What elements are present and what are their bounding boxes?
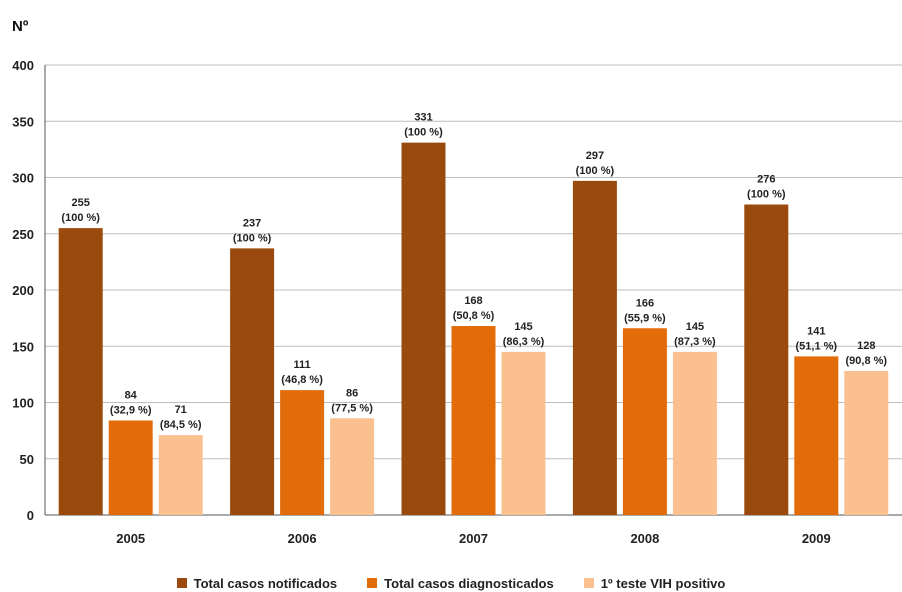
legend: Total casos notificados Total casos diagn… (0, 574, 902, 592)
bar-percent-label: (87,3 %) (674, 336, 716, 348)
bar (572, 180, 617, 515)
bar (401, 142, 446, 515)
bar-chart: Nº 0 50 100 150 200 250 300 350 400 255 (100 %) 84… (12, 18, 902, 546)
bar-percent-label: (50,8 %) (453, 310, 495, 322)
y-axis-symbol: Nº (12, 18, 29, 35)
bar-value-label: 166 (636, 297, 654, 309)
bar-value-label: 71 (175, 404, 187, 416)
bar (280, 390, 325, 515)
bar-value-label: 141 (807, 325, 825, 337)
bar-value-label: 297 (586, 150, 604, 162)
bars-group (58, 142, 889, 515)
y-tick-label: 250 (12, 227, 34, 242)
bar-value-label: 237 (243, 217, 261, 229)
bar-percent-label: (100 %) (233, 232, 272, 244)
bar-percent-label: (100 %) (747, 189, 786, 201)
bar-value-label: 145 (686, 321, 704, 333)
y-axis-ticks: 0 50 100 150 200 250 300 350 400 (12, 58, 34, 523)
bar-value-label: 276 (757, 174, 775, 186)
bar (622, 328, 667, 515)
bar-value-label: 145 (514, 321, 532, 333)
bar (108, 420, 153, 515)
legend-label: Total casos notificados (193, 575, 338, 591)
bar-value-label: 168 (464, 295, 482, 307)
bar-percent-label: (100 %) (576, 165, 615, 177)
bar-percent-label: (84,5 %) (160, 419, 202, 431)
x-tick-label: 2009 (802, 531, 831, 546)
bar-percent-label: (100 %) (404, 127, 443, 139)
legend-swatch (176, 578, 187, 588)
bar-value-label: 128 (857, 340, 875, 352)
bar (744, 204, 789, 515)
y-tick-label: 150 (12, 339, 34, 354)
bar (672, 351, 717, 515)
x-tick-label: 2005 (116, 531, 145, 546)
y-tick-label: 200 (12, 283, 34, 298)
legend-label: 1º teste VIH positivo (600, 575, 726, 591)
x-tick-label: 2006 (288, 531, 317, 546)
bar-percent-label: (32,9 %) (110, 405, 152, 417)
bar (794, 356, 839, 515)
bar-percent-label: (86,3 %) (503, 336, 545, 348)
bar-percent-label: (90,8 %) (846, 355, 888, 367)
bar (58, 228, 103, 515)
legend-swatch (583, 578, 594, 588)
y-tick-label: 0 (27, 508, 34, 523)
data-labels: 255 (100 %) 84 (32,9 %) 71 (84,5 %) 237 (100 %)… (61, 112, 887, 432)
bar-percent-label: (77,5 %) (331, 402, 373, 414)
bar (158, 435, 203, 515)
bar (501, 351, 546, 515)
bar-value-label: 111 (294, 359, 311, 371)
legend-item: Total casos diagnosticados (367, 576, 554, 591)
bar-value-label: 84 (125, 390, 138, 402)
y-tick-label: 100 (12, 396, 34, 411)
legend-item: 1º teste VIH positivo (583, 575, 726, 591)
bar-percent-label: (51,1 %) (796, 340, 838, 352)
y-tick-label: 300 (12, 171, 34, 186)
x-tick-label: 2007 (459, 531, 488, 546)
bar (844, 371, 889, 515)
bar-percent-label: (100 %) (61, 212, 100, 224)
y-tick-label: 50 (20, 452, 34, 467)
x-axis-ticks: 2005 2006 2007 2008 2009 (116, 531, 831, 546)
bar (330, 418, 375, 515)
bar-value-label: 331 (414, 112, 432, 124)
bar-percent-label: (46,8 %) (281, 374, 323, 386)
bar (451, 326, 496, 515)
bar-percent-label: (55,9 %) (624, 312, 666, 324)
x-tick-label: 2008 (630, 531, 659, 546)
y-tick-label: 400 (12, 58, 34, 73)
legend-label: Total casos diagnosticados (384, 575, 554, 591)
legend-item: Total casos notificados (176, 575, 338, 591)
bar (230, 248, 275, 515)
bar-value-label: 255 (72, 197, 90, 209)
y-tick-label: 350 (12, 114, 34, 129)
bar-value-label: 86 (346, 387, 358, 399)
legend-swatch (367, 578, 378, 588)
